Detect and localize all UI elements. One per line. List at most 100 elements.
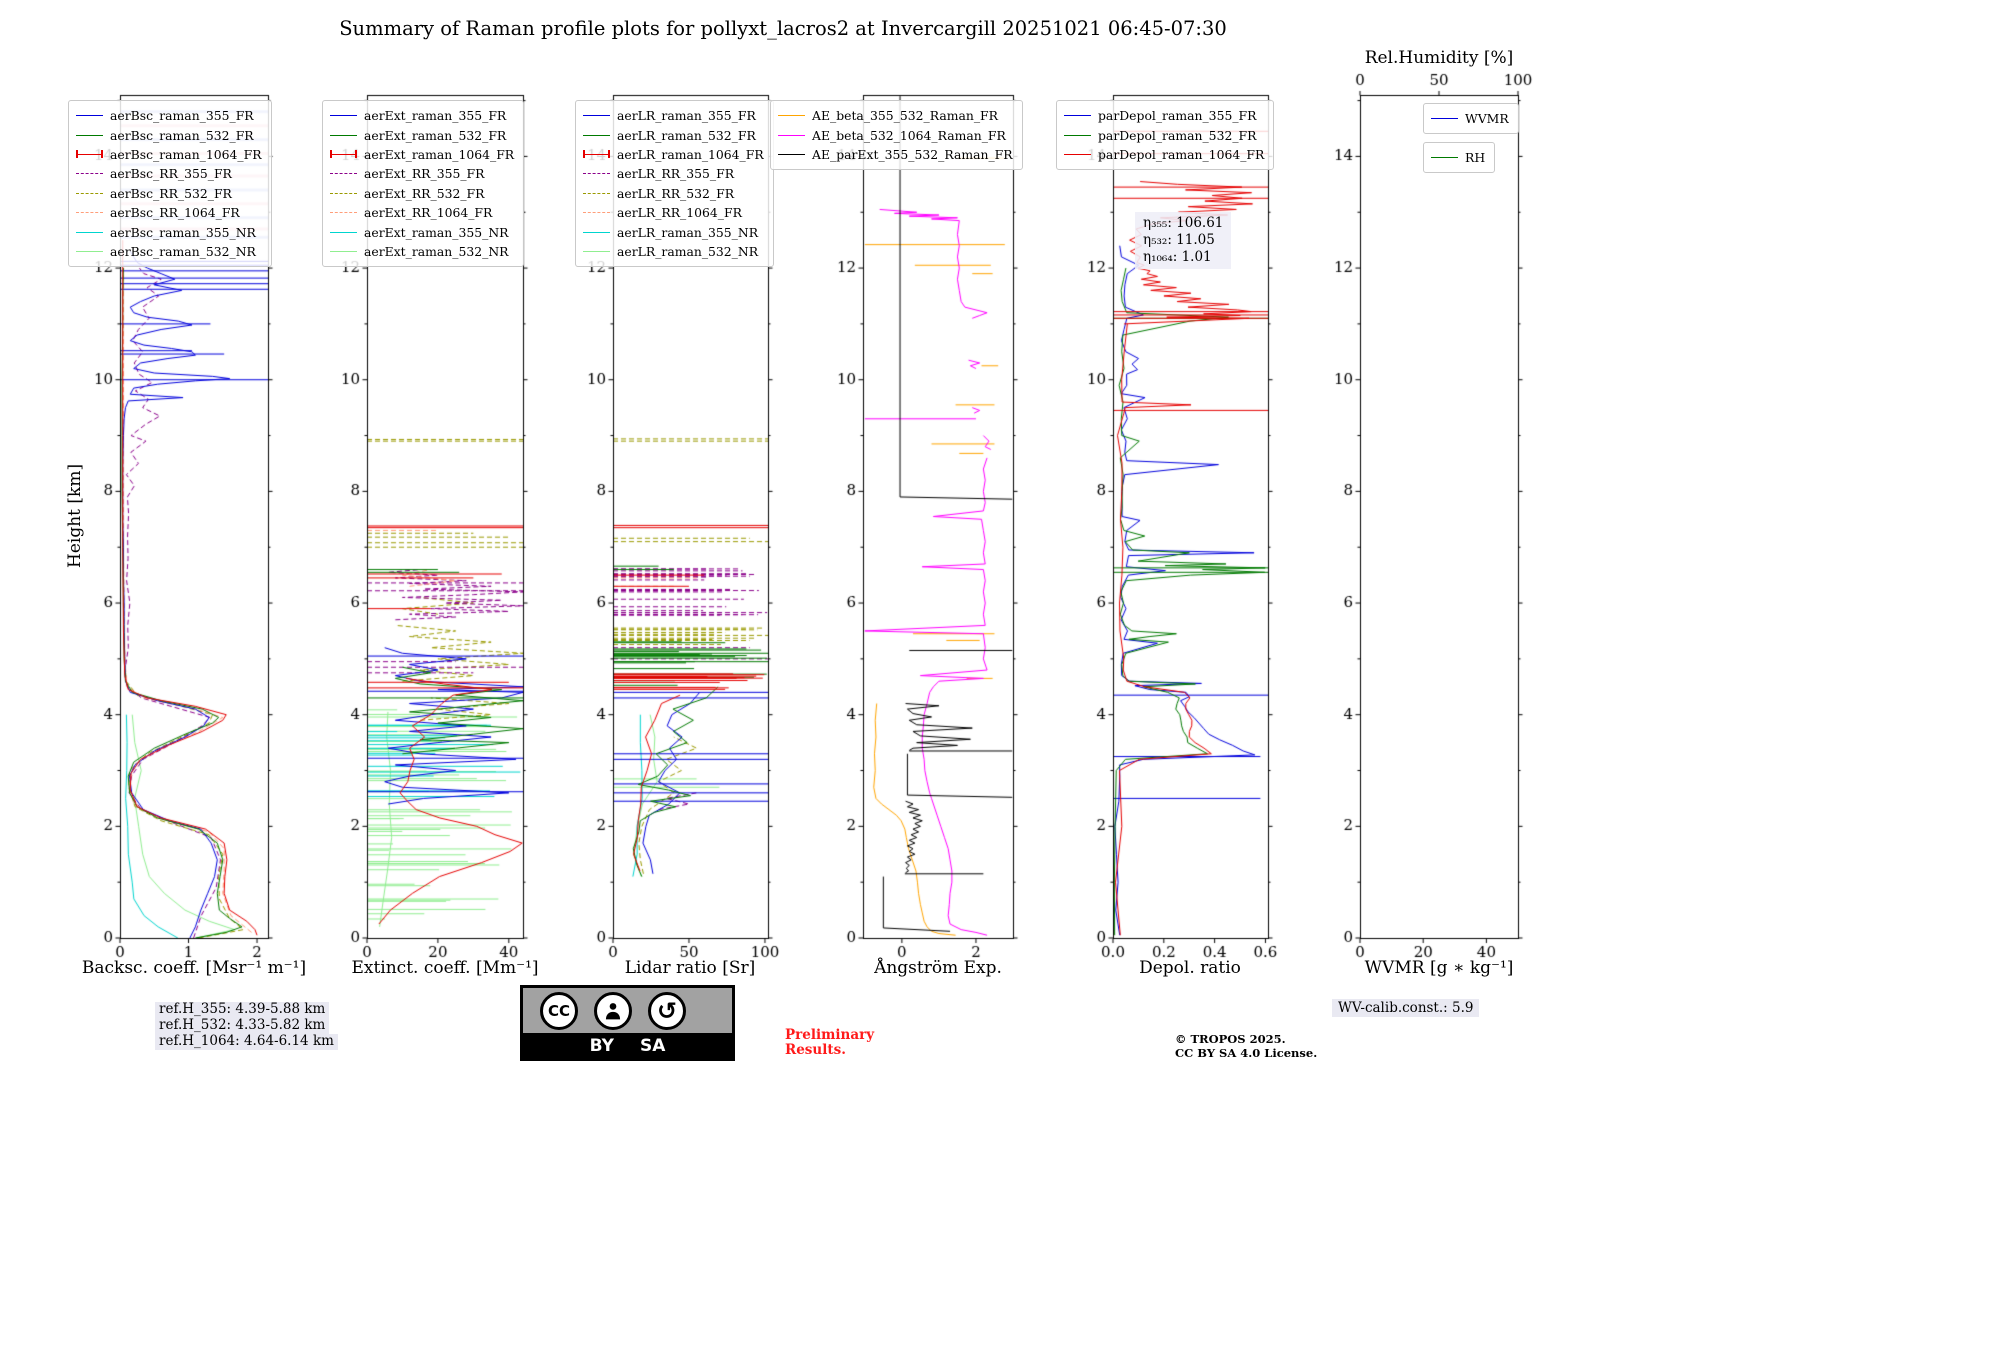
legend-entry: aerLR_raman_355_NR xyxy=(583,222,764,241)
cc-sa-arrow-icon: ↺ xyxy=(648,991,686,1030)
legend-entry-label: aerLR_RR_532_FR xyxy=(617,185,735,201)
legend-line-sample xyxy=(583,192,610,194)
legend-entry: aerLR_raman_355_FR xyxy=(583,106,764,125)
legend-entry: AE_beta_532_1064_Raman_FR xyxy=(778,125,1013,144)
legend-entry: aerExt_raman_355_FR xyxy=(330,106,514,125)
legend-entry: aerExt_RR_355_FR xyxy=(330,164,514,183)
wv-calibration-annotation: WV-calib.const.: 5.9 xyxy=(1332,999,1480,1017)
legend-entry-label: aerBsc_raman_355_NR xyxy=(110,224,256,240)
cc-sa-label: SA xyxy=(639,1035,666,1056)
legend-entry-label: aerExt_RR_355_FR xyxy=(364,166,485,182)
legend-line-sample xyxy=(583,134,610,136)
cc-by-label: BY xyxy=(589,1035,614,1056)
eta-355-value: η₃₅₅: 106.61 xyxy=(1143,215,1224,231)
legend-entry-label: parDepol_raman_532_FR xyxy=(1098,127,1257,143)
legend-entry-label: AE_beta_532_1064_Raman_FR xyxy=(812,127,1006,143)
legend-line-sample xyxy=(76,212,103,214)
legend-entry-label: AE_beta_355_532_Raman_FR xyxy=(812,108,998,124)
preliminary-line-2: Results. xyxy=(785,1042,846,1058)
legend-plot6-1: WVMR xyxy=(1423,103,1519,135)
legend-entry-label: aerBsc_RR_1064_FR xyxy=(110,205,240,221)
legend-line-sample xyxy=(330,212,357,214)
legend-entry: aerLR_RR_1064_FR xyxy=(583,203,764,222)
legend-entry: parDepol_raman_532_FR xyxy=(1064,125,1264,144)
legend-entry: aerExt_raman_532_NR xyxy=(330,242,514,261)
legend-entry: aerExt_RR_532_FR xyxy=(330,184,514,203)
legend-entry-label: aerLR_raman_1064_FR xyxy=(617,146,764,162)
legend-entry-label: aerExt_raman_1064_FR xyxy=(364,146,515,162)
top-axis-label-humidity: Rel.Humidity [%] xyxy=(1364,48,1514,68)
cc-badge-icons: CC ↺ xyxy=(523,988,732,1033)
legend-plot5: parDepol_raman_355_FR parDepol_raman_532_… xyxy=(1056,100,1275,171)
legend-entry-label: RH xyxy=(1465,150,1486,166)
legend-plot6-2: RH xyxy=(1423,142,1496,174)
x-axis-label-wvmr: WVMR [g ∗ kg⁻¹] xyxy=(1364,958,1514,978)
figure-title: Summary of Raman profile plots for polly… xyxy=(339,17,1227,40)
legend-line-sample xyxy=(76,231,103,233)
x-axis-label-backscatter: Backsc. coeff. [Msr⁻¹ m⁻¹] xyxy=(81,958,307,978)
cc-badge-text: BY SA xyxy=(523,1033,732,1058)
legend-line-sample xyxy=(778,153,805,155)
legend-line-sample xyxy=(330,134,357,136)
legend-line-sample xyxy=(330,250,357,252)
legend-line-sample xyxy=(583,173,610,175)
reference-heights-annotation: ref.H_355: 4.39-5.88 km ref.H_532: 4.33-… xyxy=(155,1001,338,1050)
y-axis-label: Height [km] xyxy=(65,463,85,569)
errorbar-cap xyxy=(355,150,357,159)
legend-entry-label: aerLR_RR_355_FR xyxy=(617,166,735,182)
errorbar-cap xyxy=(76,150,78,159)
legend-entry: AE_parExt_355_532_Raman_FR xyxy=(778,145,1013,164)
legend-line-sample xyxy=(583,115,610,117)
legend-entry-label: aerExt_raman_355_NR xyxy=(364,224,509,240)
errorbar-cap xyxy=(101,150,103,159)
preliminary-line-1: Preliminary xyxy=(785,1027,875,1043)
legend-entry: aerBsc_raman_532_NR xyxy=(76,242,262,261)
legend-entry: aerExt_RR_1064_FR xyxy=(330,203,514,222)
ref-height-532: ref.H_532: 4.33-5.82 km xyxy=(155,1017,330,1034)
legend-entry-label: aerLR_raman_532_NR xyxy=(617,243,759,259)
legend-entry: aerBsc_raman_355_FR xyxy=(76,106,262,125)
legend-line-sample xyxy=(1431,118,1458,120)
legend-entry: aerLR_RR_355_FR xyxy=(583,164,764,183)
legend-line-sample xyxy=(76,134,103,136)
cc-license-badge: CC ↺ BY SA xyxy=(520,985,735,1061)
ref-height-1064: ref.H_1064: 4.64-6.14 km xyxy=(155,1034,338,1050)
legend-line-sample xyxy=(330,115,357,117)
legend-entry-label: aerBsc_raman_532_NR xyxy=(110,243,256,259)
legend-entry: parDepol_raman_355_FR xyxy=(1064,106,1264,125)
legend-entry-label: parDepol_raman_355_FR xyxy=(1098,108,1257,124)
legend-entry-label: parDepol_raman_1064_FR xyxy=(1098,146,1265,162)
legend-line-sample xyxy=(330,173,357,175)
legend-entry-label: aerExt_raman_355_FR xyxy=(364,108,507,124)
preliminary-results-note: Preliminary Results. xyxy=(785,1028,874,1058)
legend-entry-label: aerBsc_raman_1064_FR xyxy=(110,146,262,162)
legend-line-sample xyxy=(1064,153,1091,155)
legend-line-sample xyxy=(330,231,357,233)
legend-entry: parDepol_raman_1064_FR xyxy=(1064,145,1264,164)
copyright-line-2: CC BY SA 4.0 License. xyxy=(1175,1045,1318,1060)
x-axis-label-extinction: Extinct. coeff. [Mm⁻¹] xyxy=(351,958,539,978)
legend-line-sample xyxy=(76,115,103,117)
legend-line-sample xyxy=(76,150,103,159)
legend-line-sample xyxy=(1064,134,1091,136)
errorbar-cap xyxy=(608,150,610,159)
legend-entry-label: aerLR_raman_532_FR xyxy=(617,127,756,143)
legend-entry: aerBsc_raman_1064_FR xyxy=(76,145,262,164)
legend-entry: aerLR_raman_532_FR xyxy=(583,125,764,144)
legend-entry-label: aerLR_raman_355_FR xyxy=(617,108,756,124)
legend-entry: aerExt_raman_355_NR xyxy=(330,222,514,241)
x-axis-label-depol: Depol. ratio xyxy=(1139,958,1241,978)
legend-line-sample xyxy=(76,250,103,252)
legend-entry: aerExt_raman_1064_FR xyxy=(330,145,514,164)
eta-1064-value: η₁₀₆₄: 1.01 xyxy=(1143,249,1212,265)
legend-entry: aerBsc_RR_355_FR xyxy=(76,164,262,183)
eta-532-value: η₅₃₂: 11.05 xyxy=(1143,232,1215,248)
copyright-line-1: © TROPOS 2025. xyxy=(1175,1032,1286,1046)
legend-line-sample xyxy=(1064,115,1091,117)
legend-entry-label: aerBsc_RR_532_FR xyxy=(110,185,232,201)
legend-line-sample xyxy=(76,192,103,194)
legend-entry: aerBsc_raman_532_FR xyxy=(76,125,262,144)
errorbar-cap xyxy=(330,150,332,159)
